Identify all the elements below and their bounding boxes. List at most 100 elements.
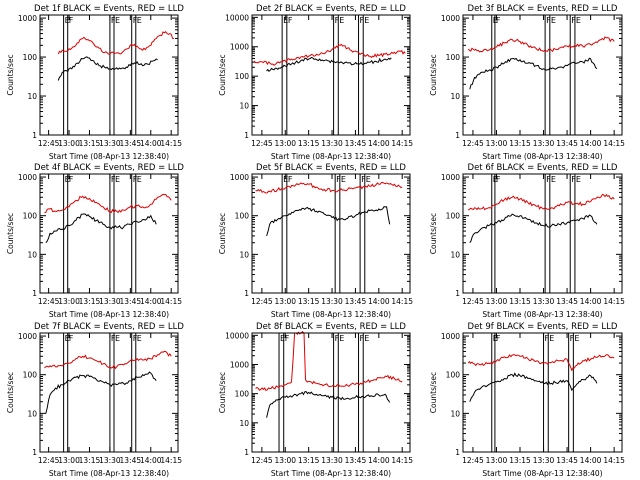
x-tick-label: 13:30 xyxy=(99,456,121,465)
x-tick-label: 14:00 xyxy=(368,297,390,306)
x-axis-label: Start Time (08-Apr-13 12:38:40) xyxy=(482,152,602,161)
flag-label: F xyxy=(288,16,293,25)
x-axis-label: Start Time (08-Apr-13 12:38:40) xyxy=(49,469,169,478)
y-tick-label: 100 xyxy=(446,371,461,380)
events-series-line xyxy=(266,206,391,237)
y-tick-label: 100 xyxy=(235,212,250,221)
flag-label: F xyxy=(336,175,341,184)
flag-label: F xyxy=(69,16,74,25)
y-tick-label: 10 xyxy=(450,409,460,418)
flag-label: F xyxy=(496,175,501,184)
events-series-line xyxy=(57,56,158,81)
flag-label: F xyxy=(496,334,501,343)
x-tick-label: 14:00 xyxy=(368,139,390,148)
flag-label: E xyxy=(280,334,285,343)
x-axis-label: Start Time (08-Apr-13 12:38:40) xyxy=(271,469,391,478)
lld-series-line xyxy=(467,354,615,372)
plot-frame xyxy=(251,332,411,453)
x-tick-label: 13:45 xyxy=(345,139,367,148)
x-tick-label: 13:15 xyxy=(298,297,320,306)
flag-label: F xyxy=(69,175,74,184)
y-tick-label: 10000 xyxy=(225,331,249,340)
flag-label: E xyxy=(137,175,142,184)
chart-panel-6: Det 6f BLACK = Events, RED = LLD Counts/s… xyxy=(429,163,625,319)
y-tick-label: 1 xyxy=(455,131,460,140)
flag-label: E xyxy=(65,175,70,184)
lld-series-line xyxy=(255,331,403,392)
plot-frame xyxy=(39,173,179,294)
y-axis-label: Counts/sec xyxy=(6,372,15,413)
flag-label: E xyxy=(65,334,70,343)
flag-label: E xyxy=(65,16,70,25)
chart-panel-7: Det 7f BLACK = Events, RED = LLD Counts/s… xyxy=(6,322,184,478)
y-tick-label: 100 xyxy=(23,212,38,221)
x-tick-label: 13:00 xyxy=(486,139,508,148)
lld-series-line xyxy=(44,350,172,370)
flag-label: E xyxy=(115,16,120,25)
chart-panel-8: Det 8f BLACK = Events, RED = LLD Counts/s… xyxy=(218,322,413,478)
flag-label: F xyxy=(571,175,576,184)
flag-label: E xyxy=(576,175,581,184)
x-tick-label: 13:15 xyxy=(79,456,101,465)
flag-label: E xyxy=(551,16,556,25)
flag-label: F xyxy=(133,334,138,343)
chart-panel-2: Det 2f BLACK = Events, RED = LLD Counts/s… xyxy=(218,4,413,161)
flag-label: E xyxy=(339,334,344,343)
x-axis-label: Start Time (08-Apr-13 12:38:40) xyxy=(49,152,169,161)
x-tick-label: 13:15 xyxy=(79,139,101,148)
flag-label: E xyxy=(137,334,142,343)
x-tick-label: 14:15 xyxy=(603,297,625,306)
x-tick-label: 12:45 xyxy=(38,139,60,148)
y-tick-label: 1 xyxy=(244,131,249,140)
y-tick-label: 1000 xyxy=(18,14,37,23)
x-tick-label: 12:45 xyxy=(462,297,484,306)
events-series-line xyxy=(266,391,391,418)
x-tick-label: 14:00 xyxy=(140,139,162,148)
x-tick-label: 13:30 xyxy=(533,297,555,306)
x-axis-label: Start Time (08-Apr-13 12:38:40) xyxy=(482,310,602,319)
plot-frame xyxy=(462,332,623,453)
flag-label: E xyxy=(341,175,346,184)
flag-label: F xyxy=(133,175,138,184)
x-tick-label: 12:45 xyxy=(251,297,273,306)
events-series-line xyxy=(469,372,598,402)
y-tick-label: 10 xyxy=(239,102,249,111)
plot-frame xyxy=(462,173,623,294)
flag-label: F xyxy=(570,334,575,343)
flag-label: E xyxy=(576,16,581,25)
flag-label: F xyxy=(335,16,340,25)
flag-label: F xyxy=(545,334,550,343)
x-tick-label: 13:30 xyxy=(321,456,343,465)
flag-label: F xyxy=(361,175,366,184)
x-tick-label: 12:45 xyxy=(251,456,273,465)
y-axis-label: Counts/sec xyxy=(6,54,15,95)
y-axis-label: Counts/sec xyxy=(429,372,438,413)
y-tick-label: 10 xyxy=(27,409,37,418)
x-tick-label: 13:30 xyxy=(321,139,343,148)
lld-series-line xyxy=(255,181,403,194)
y-tick-label: 1000 xyxy=(230,173,249,182)
x-tick-label: 13:45 xyxy=(556,456,578,465)
flag-label: F xyxy=(571,16,576,25)
x-tick-label: 13:00 xyxy=(58,139,80,148)
x-tick-label: 14:15 xyxy=(160,297,182,306)
flag-label: E xyxy=(137,16,142,25)
y-tick-label: 1 xyxy=(244,289,249,298)
x-tick-label: 13:30 xyxy=(321,297,343,306)
y-tick-label: 100 xyxy=(23,53,38,62)
events-series-line xyxy=(266,56,392,73)
x-tick-label: 12:45 xyxy=(38,297,60,306)
x-tick-label: 13:30 xyxy=(99,297,121,306)
flag-label: F xyxy=(133,16,138,25)
chart-title: Det 2f BLACK = Events, RED = LLD xyxy=(256,4,406,14)
lld-series-line xyxy=(253,43,406,66)
x-tick-label: 13:00 xyxy=(58,297,80,306)
x-tick-label: 14:15 xyxy=(391,297,413,306)
x-tick-label: 13:00 xyxy=(274,456,296,465)
chart-title: Det 9f BLACK = Events, RED = LLD xyxy=(468,322,618,332)
flag-label: E xyxy=(364,334,369,343)
chart-panel-3: Det 3f BLACK = Events, RED = LLD Counts/s… xyxy=(429,4,625,161)
flag-label: F xyxy=(360,16,365,25)
chart-title: Det 5f BLACK = Events, RED = LLD xyxy=(256,163,406,173)
y-axis-label: Counts/sec xyxy=(218,54,227,95)
